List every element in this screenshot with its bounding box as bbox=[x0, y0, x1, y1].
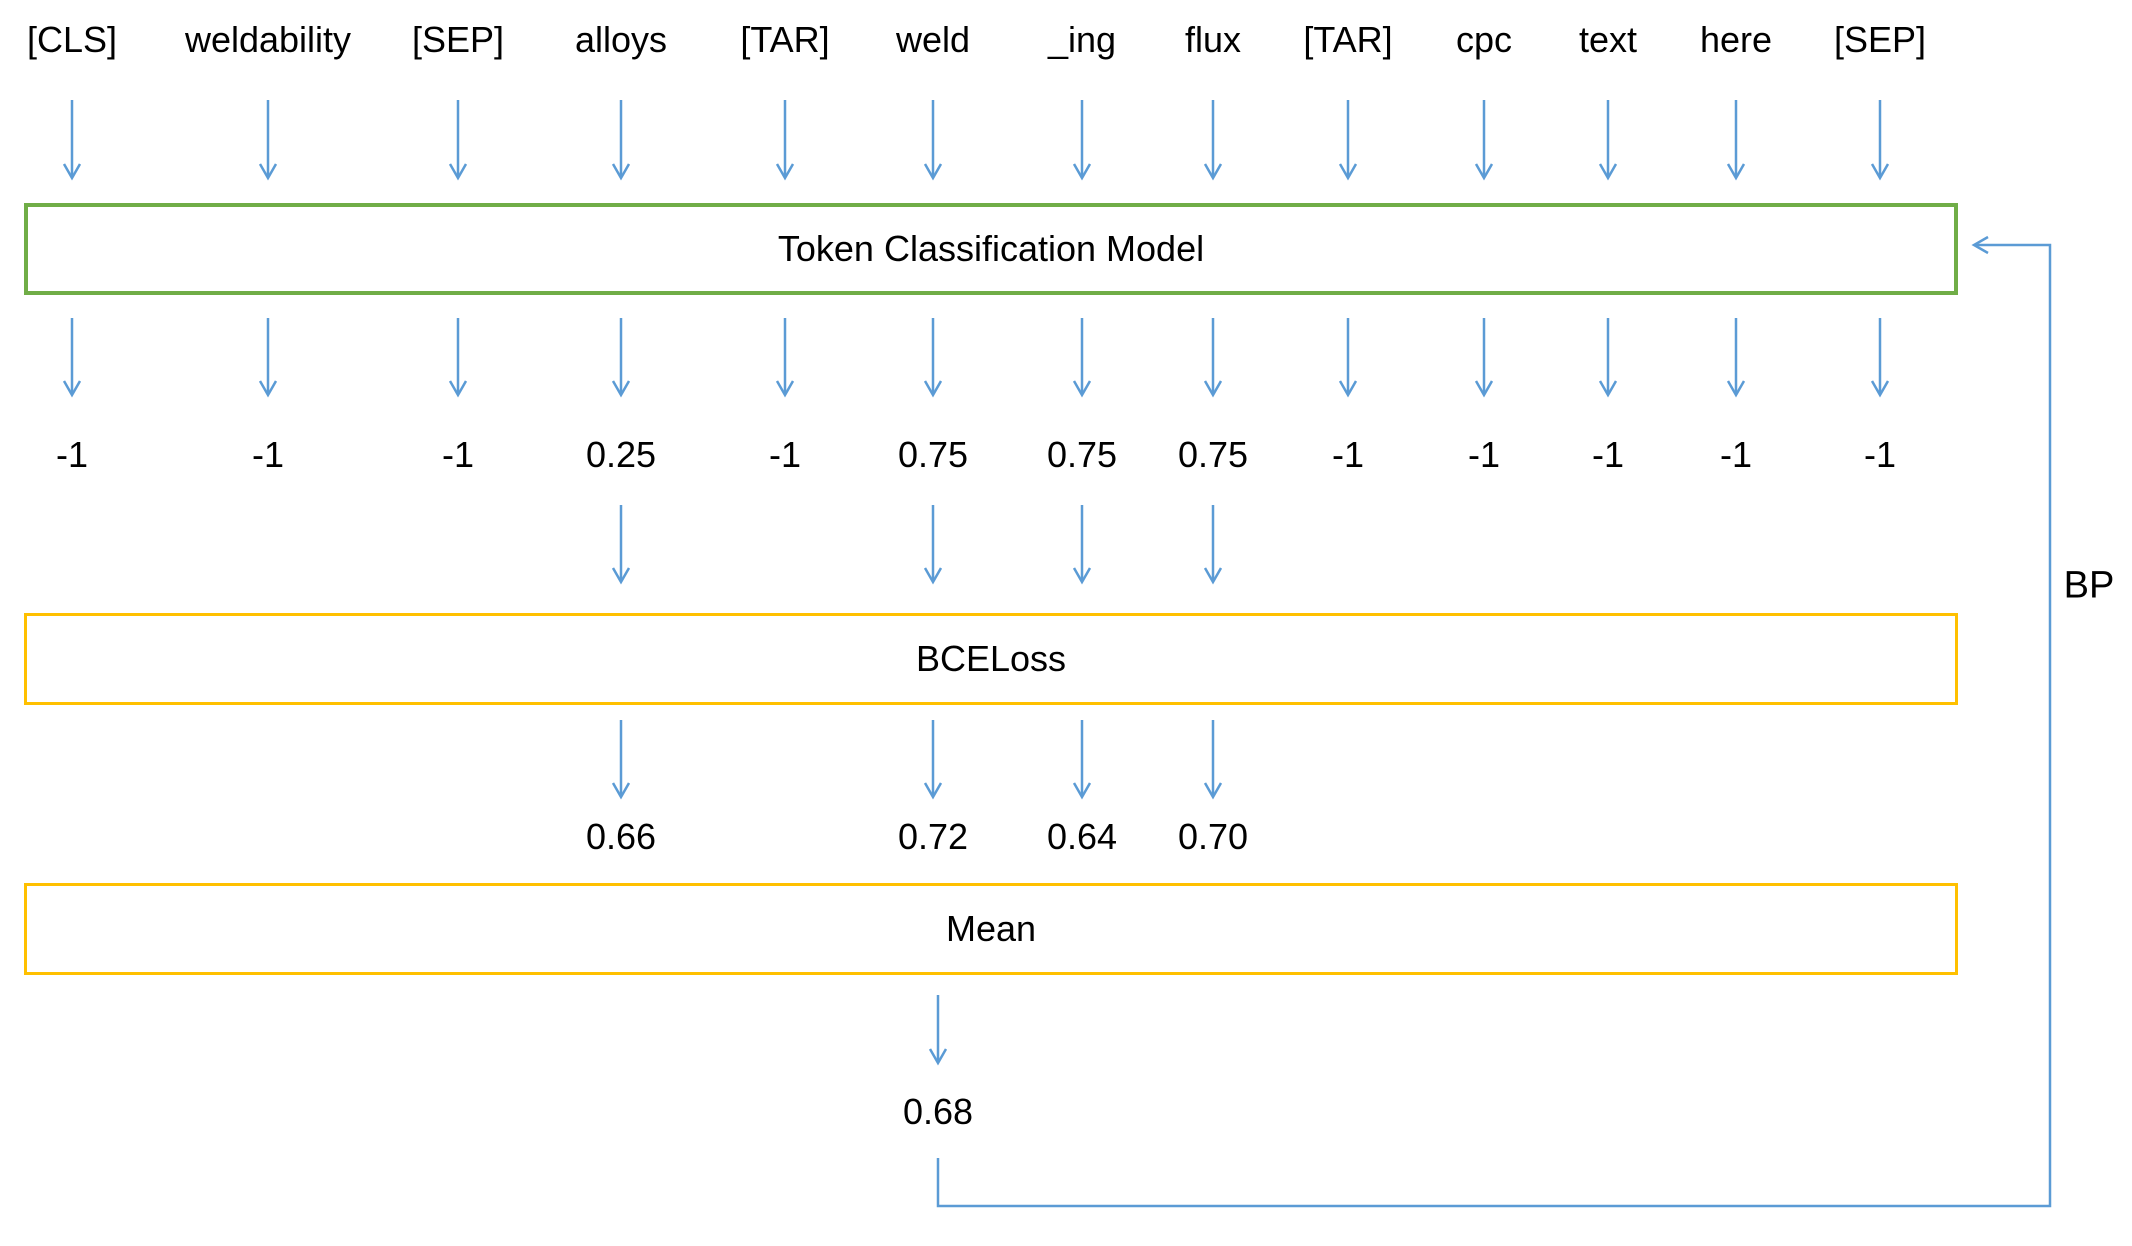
token-input-arrow bbox=[62, 100, 82, 181]
bp-feedback-arrow bbox=[936, 235, 2052, 1208]
model-output-arrow bbox=[775, 318, 795, 398]
model-box-label: Token Classification Model bbox=[777, 228, 1205, 269]
model-output-arrow bbox=[62, 318, 82, 398]
mean-box-label: Mean bbox=[945, 908, 1037, 949]
prediction-value: -1 bbox=[55, 434, 89, 476]
model-output-arrow bbox=[448, 318, 468, 398]
bceloss-output-arrow bbox=[611, 720, 631, 800]
bceloss-output-arrow bbox=[923, 720, 943, 800]
model-output-arrow bbox=[1072, 318, 1092, 398]
token-input-arrow bbox=[1870, 100, 1890, 181]
prediction-value: -1 bbox=[1331, 434, 1365, 476]
loss-value: 0.70 bbox=[1177, 816, 1249, 858]
token-label: flux bbox=[1184, 19, 1242, 61]
prediction-value: -1 bbox=[1467, 434, 1501, 476]
bceloss-input-arrow bbox=[923, 505, 943, 585]
prediction-value: -1 bbox=[1591, 434, 1625, 476]
token-input-arrow bbox=[1203, 100, 1223, 181]
model-output-arrow bbox=[1338, 318, 1358, 398]
token-input-arrow bbox=[1338, 100, 1358, 181]
bceloss-box-label: BCELoss bbox=[915, 638, 1067, 679]
mean-loss-value: 0.68 bbox=[902, 1091, 974, 1133]
prediction-value: 0.25 bbox=[585, 434, 657, 476]
bceloss-box: BCELoss bbox=[24, 613, 1958, 705]
token-label: weldability bbox=[184, 19, 352, 61]
mean-output-arrow bbox=[928, 995, 948, 1066]
token-label: [TAR] bbox=[1303, 19, 1393, 61]
model-output-arrow bbox=[923, 318, 943, 398]
bceloss-input-arrow bbox=[1203, 505, 1223, 585]
model-output-arrow bbox=[1870, 318, 1890, 398]
token-label: [CLS] bbox=[26, 19, 118, 61]
token-input-arrow bbox=[448, 100, 468, 181]
prediction-value: -1 bbox=[1719, 434, 1753, 476]
token-input-arrow bbox=[258, 100, 278, 181]
prediction-value: -1 bbox=[251, 434, 285, 476]
prediction-value: -1 bbox=[1863, 434, 1897, 476]
token-input-arrow bbox=[1726, 100, 1746, 181]
model-output-arrow bbox=[1598, 318, 1618, 398]
token-input-arrow bbox=[1072, 100, 1092, 181]
token-input-arrow bbox=[1474, 100, 1494, 181]
token-label: [TAR] bbox=[740, 19, 830, 61]
model-output-arrow bbox=[611, 318, 631, 398]
token-input-arrow bbox=[775, 100, 795, 181]
token-label: _ing bbox=[1047, 19, 1117, 61]
token-label: alloys bbox=[574, 19, 668, 61]
model-output-arrow bbox=[1203, 318, 1223, 398]
bceloss-output-arrow bbox=[1203, 720, 1223, 800]
prediction-value: 0.75 bbox=[1046, 434, 1118, 476]
token-label: [SEP] bbox=[411, 19, 505, 61]
token-label: here bbox=[1699, 19, 1773, 61]
prediction-value: -1 bbox=[768, 434, 802, 476]
model-output-arrow bbox=[1726, 318, 1746, 398]
token-label: text bbox=[1578, 19, 1638, 61]
loss-value: 0.64 bbox=[1046, 816, 1118, 858]
token-input-arrow bbox=[1598, 100, 1618, 181]
bceloss-input-arrow bbox=[611, 505, 631, 585]
model-output-arrow bbox=[258, 318, 278, 398]
bceloss-input-arrow bbox=[1072, 505, 1092, 585]
token-label: [SEP] bbox=[1833, 19, 1927, 61]
token-input-arrow bbox=[611, 100, 631, 181]
token-label: weld bbox=[895, 19, 971, 61]
model-output-arrow bbox=[1474, 318, 1494, 398]
token-label: cpc bbox=[1455, 19, 1513, 61]
bceloss-output-arrow bbox=[1072, 720, 1092, 800]
bp-label: BP bbox=[2063, 564, 2115, 607]
token-input-arrow bbox=[923, 100, 943, 181]
prediction-value: 0.75 bbox=[1177, 434, 1249, 476]
prediction-value: -1 bbox=[441, 434, 475, 476]
loss-value: 0.66 bbox=[585, 816, 657, 858]
token-classification-model-box: Token Classification Model bbox=[24, 203, 1958, 295]
loss-value: 0.72 bbox=[897, 816, 969, 858]
mean-box: Mean bbox=[24, 883, 1958, 975]
prediction-value: 0.75 bbox=[897, 434, 969, 476]
